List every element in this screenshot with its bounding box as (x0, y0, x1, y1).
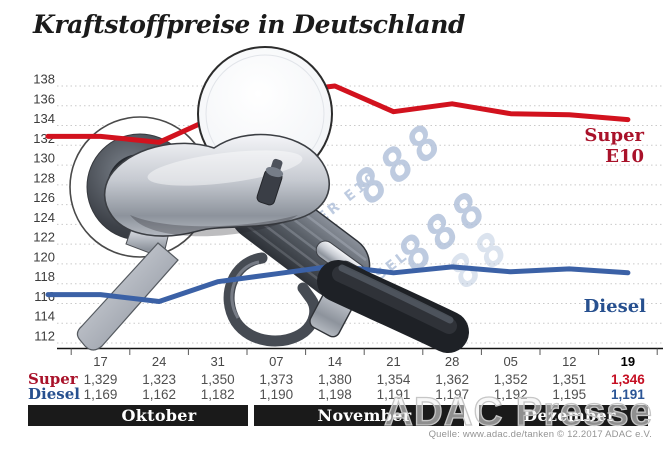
y-axis-label-114: 114 (34, 309, 55, 324)
month-band-november: November (254, 405, 464, 426)
y-axis-label-122: 122 (33, 230, 55, 245)
table-cell-diesel-8: 1,195 (552, 387, 586, 402)
table-cell-super-5: 1,354 (377, 372, 411, 387)
table-cell-super-8: 1,351 (552, 372, 586, 387)
adac-presse-watermark: ADAC Presse (383, 389, 653, 434)
table-cell-diesel-0: 1,169 (84, 387, 118, 402)
y-axis-label-126: 126 (33, 190, 55, 205)
y-axis-label-124: 124 (33, 210, 55, 225)
y-axis-label-138: 138 (33, 72, 55, 87)
table-cell-diesel-2: 1,182 (201, 387, 235, 402)
x-axis-label-21: 21 (386, 354, 400, 369)
y-axis-label-134: 134 (33, 111, 55, 126)
table-cell-diesel-5: 1,191 (377, 387, 411, 402)
y-axis-label-120: 120 (33, 249, 55, 264)
grid-layer: 1121141161181201221241261281301321341361… (33, 72, 663, 355)
page-title: Kraftstoffpreise in Deutschland (33, 10, 466, 39)
hose-sheen-dark (332, 266, 457, 334)
table-cell-diesel-4: 1,198 (318, 387, 352, 402)
series-label-super-e10: Super E10 (584, 125, 644, 167)
y-axis-label-130: 130 (33, 151, 55, 166)
valve-knob (256, 158, 284, 206)
y-axis-label-118: 118 (34, 269, 55, 284)
y-axis-label-112: 112 (34, 329, 55, 344)
y-axis-label-136: 136 (33, 91, 55, 106)
x-axis-label-05: 05 (503, 354, 517, 369)
x-axis-label-12: 12 (562, 354, 576, 369)
table-cell-super-4: 1,380 (318, 372, 352, 387)
table-cell-diesel-1: 1,162 (142, 387, 176, 402)
table-cell-diesel-7: 1,192 (494, 387, 528, 402)
trigger-guard-highlight (230, 260, 260, 319)
series-label-diesel: Diesel (583, 296, 646, 317)
x-axis-label-31: 31 (210, 354, 224, 369)
x-axis-label-24: 24 (152, 354, 166, 369)
nozzle-art-front (103, 46, 469, 353)
table-cell-super-9: 1,346 (611, 372, 645, 387)
price-line-super (45, 83, 631, 145)
nozzle-body (103, 133, 330, 237)
table-cell-super-6: 1,362 (435, 372, 469, 387)
month-band-oktober: Oktober (28, 405, 248, 426)
x-axis-label-14: 14 (328, 354, 342, 369)
table-cell-super-2: 1,350 (201, 372, 235, 387)
nozzle-body-highlight (147, 150, 303, 186)
month-band-dezember: Dezember (479, 405, 648, 426)
table-cell-diesel-9: 1,191 (611, 387, 645, 402)
nozzle-body-shade (130, 215, 298, 237)
table-row-label-diesel: Diesel (28, 385, 80, 403)
table-cell-diesel-6: 1,197 (435, 387, 469, 402)
source-attribution: Quelle: www.adac.de/tanken © 12.2017 ADA… (428, 429, 652, 440)
table-row-label-super: Super (28, 370, 78, 388)
table-cell-super-0: 1,329 (84, 372, 118, 387)
x-axis-label-28: 28 (445, 354, 459, 369)
table-cell-super-1: 1,323 (142, 372, 176, 387)
axis-text-layer: 17 24 31 07 14 21 28 05 12 19 1,329 1,323 1,350 1,373… (84, 354, 646, 402)
table-cell-super-7: 1,352 (494, 372, 528, 387)
x-axis-label-07: 07 (269, 354, 283, 369)
y-axis-label-128: 128 (33, 170, 55, 185)
table-cell-diesel-3: 1,190 (259, 387, 293, 402)
hose-sheen-light (338, 264, 454, 324)
x-axis-label-17: 17 (93, 354, 107, 369)
table-cell-super-3: 1,373 (259, 372, 293, 387)
x-axis-label-19: 19 (621, 354, 635, 369)
